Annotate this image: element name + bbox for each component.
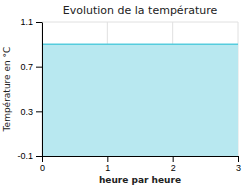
plot: 0 1 2 3 -0.1 0.3 0.7 1.1 [17,17,241,173]
x-tick: 0 [40,156,45,173]
y-tick-label: 0.3 [20,107,33,117]
y-tick-label: -0.1 [17,151,33,161]
x-tick-mark [173,156,174,162]
x-tick-mark [107,156,108,162]
x-tick-label: 3 [236,163,241,173]
marks [42,44,238,156]
grid [42,22,238,156]
title: Evolution de la température [63,4,218,17]
x-tick: 2 [171,156,176,173]
x-tick-label: 2 [171,163,176,173]
y-axis-title: Température en °C [2,47,12,133]
y-tick: -0.1 [17,151,42,161]
x-tick-mark [42,156,43,162]
y-tick-mark [36,67,42,68]
line [42,44,238,46]
area [42,44,238,156]
x-tick: 1 [105,156,110,173]
x-tick: 3 [236,156,241,173]
y-tick: 0.3 [20,107,42,117]
y-axis-line [42,23,43,157]
y-tick: 0.7 [20,62,42,72]
grid-line-y [42,22,238,23]
y-tick: 1.1 [20,17,42,27]
y-axis: -0.1 0.3 0.7 1.1 [17,17,42,161]
chart-svg: 0 1 2 3 -0.1 0.3 0.7 1.1 Evolution de la tempéra… [0,0,250,188]
grid-line-x [42,22,43,156]
y-tick-label: 1.1 [20,17,33,27]
y-tick-mark [36,156,42,157]
x-axis: 0 1 2 3 [40,156,241,173]
x-axis-title: heure par heure [99,175,181,185]
x-tick-label: 1 [105,163,110,173]
x-axis-line [43,156,239,157]
x-tick-mark [238,156,239,162]
x-tick-label: 0 [40,163,45,173]
y-tick-mark [36,22,42,23]
y-tick-label: 0.7 [20,62,33,72]
y-tick-mark [36,111,42,112]
